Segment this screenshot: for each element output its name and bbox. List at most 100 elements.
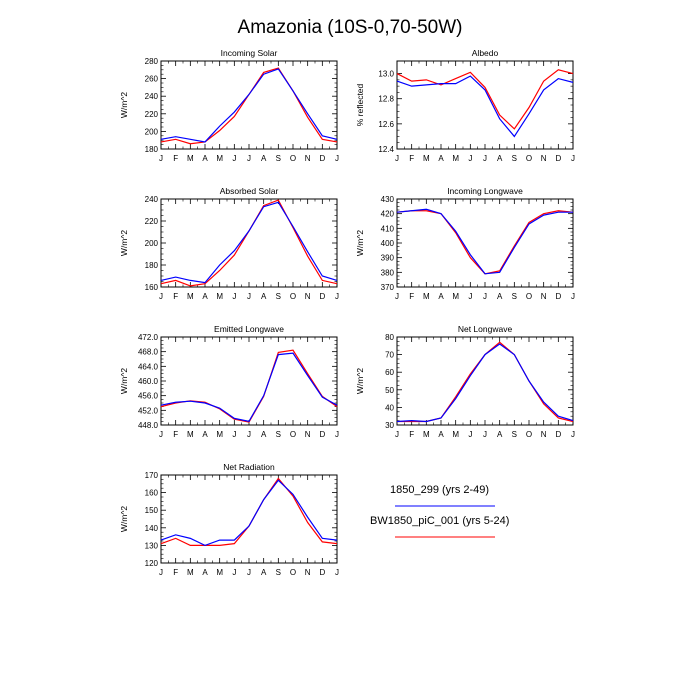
x-tick-label: J: [159, 154, 163, 163]
x-tick-label: D: [555, 292, 561, 301]
x-tick-label: J: [483, 430, 487, 439]
y-tick-label: 50: [385, 386, 394, 395]
x-tick-label: D: [319, 154, 325, 163]
x-tick-label: A: [438, 430, 444, 439]
x-tick-label: F: [409, 292, 414, 301]
plot-frame: [160, 198, 338, 288]
panel-title: Incoming Solar: [221, 48, 278, 58]
y-tick-label: 60: [385, 368, 394, 377]
y-tick-label: 170: [145, 471, 159, 480]
y-tick-label: 200: [145, 127, 159, 136]
x-tick-label: O: [290, 568, 296, 577]
series-line-1850-299-yrs-2-49: [160, 201, 338, 284]
panel-title: Incoming Longwave: [447, 186, 523, 196]
x-tick-label: A: [261, 154, 267, 163]
y-tick-label: 40: [385, 403, 394, 412]
y-tick-label: 260: [145, 75, 159, 84]
y-tick-label: 452.0: [138, 406, 159, 415]
x-tick-label: S: [276, 154, 281, 163]
x-tick-label: J: [247, 154, 251, 163]
x-tick-label: J: [468, 154, 472, 163]
x-tick-label: M: [216, 568, 223, 577]
legend-label: 1850_299 (yrs 2-49): [390, 484, 489, 496]
plot-frame: [160, 336, 338, 426]
x-tick-label: M: [187, 154, 194, 163]
x-tick-label: A: [497, 430, 503, 439]
x-tick-label: O: [290, 430, 296, 439]
x-tick-label: N: [541, 292, 547, 301]
y-tick-label: 12.6: [378, 120, 394, 129]
x-tick-label: M: [452, 430, 459, 439]
y-tick-label: 400: [381, 239, 395, 248]
x-tick-label: J: [335, 154, 339, 163]
x-tick-label: O: [526, 292, 532, 301]
panel-title: Emitted Longwave: [214, 324, 284, 334]
x-tick-label: M: [452, 154, 459, 163]
x-tick-label: F: [173, 292, 178, 301]
y-tick-label: 240: [145, 92, 159, 101]
panel-title: Net Radiation: [223, 462, 275, 472]
x-tick-label: O: [526, 154, 532, 163]
x-tick-label: M: [187, 292, 194, 301]
y-tick-label: 472.0: [138, 333, 159, 342]
x-tick-label: J: [483, 292, 487, 301]
y-tick-label: 456.0: [138, 392, 159, 401]
y-tick-label: 390: [381, 254, 395, 263]
x-tick-label: S: [276, 568, 281, 577]
y-tick-label: 200: [145, 239, 159, 248]
x-tick-label: M: [216, 430, 223, 439]
series-line-1850-299-yrs-2-49: [160, 479, 338, 547]
y-tick-label: 420: [381, 210, 395, 219]
x-tick-label: J: [247, 430, 251, 439]
x-tick-label: A: [202, 154, 208, 163]
series-line-1850-299-yrs-2-49: [160, 352, 338, 423]
x-tick-label: N: [541, 154, 547, 163]
x-tick-label: N: [305, 568, 311, 577]
x-tick-label: S: [276, 292, 281, 301]
y-tick-label: 12.4: [378, 145, 394, 154]
x-tick-label: A: [497, 154, 503, 163]
x-tick-label: M: [452, 292, 459, 301]
y-tick-label: 464.0: [138, 362, 159, 371]
series-line-bw1850-pic-001-yrs-5-24: [160, 199, 338, 287]
x-tick-label: D: [555, 154, 561, 163]
x-tick-label: J: [247, 568, 251, 577]
series-line-bw1850-pic-001-yrs-5-24: [160, 67, 338, 145]
y-axis-label: % reflected: [355, 83, 365, 126]
x-tick-label: J: [395, 292, 399, 301]
x-tick-label: D: [319, 568, 325, 577]
x-tick-label: N: [305, 430, 311, 439]
plot-frame: [160, 60, 338, 150]
y-tick-label: 430: [381, 195, 395, 204]
panel-title: Net Longwave: [458, 324, 513, 334]
legend-label: BW1850_piC_001 (yrs 5-24): [370, 515, 509, 527]
x-tick-label: J: [247, 292, 251, 301]
plot-frame: [160, 474, 338, 564]
series-line-bw1850-pic-001-yrs-5-24: [396, 69, 574, 130]
x-tick-label: A: [202, 430, 208, 439]
y-tick-label: 13.0: [378, 70, 394, 79]
y-tick-label: 370: [381, 283, 395, 292]
x-tick-label: A: [261, 430, 267, 439]
y-tick-label: 160: [145, 283, 159, 292]
figure-title: Amazonia (10S-0,70-50W): [238, 17, 463, 38]
x-tick-label: N: [305, 154, 311, 163]
x-tick-label: J: [395, 430, 399, 439]
y-tick-label: 150: [145, 506, 159, 515]
x-tick-label: M: [216, 292, 223, 301]
y-tick-label: 380: [381, 268, 395, 277]
x-tick-label: F: [173, 154, 178, 163]
series-line-bw1850-pic-001-yrs-5-24: [160, 477, 338, 547]
x-tick-label: F: [173, 568, 178, 577]
x-tick-label: J: [468, 430, 472, 439]
x-tick-label: J: [232, 154, 236, 163]
y-axis-label: W/m^2: [355, 230, 365, 256]
series-line-1850-299-yrs-2-49: [396, 343, 574, 423]
y-tick-label: 70: [385, 351, 394, 360]
x-tick-label: A: [438, 154, 444, 163]
x-tick-label: J: [159, 292, 163, 301]
